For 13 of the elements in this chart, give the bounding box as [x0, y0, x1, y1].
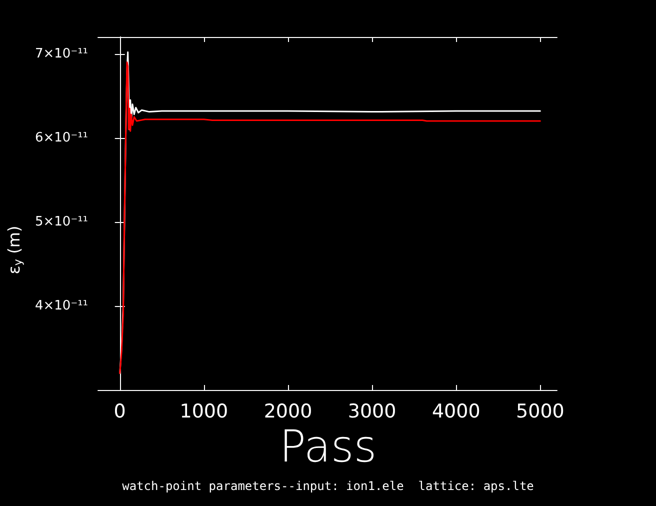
text: watch-point parameters--input: ion1.ele lattice: aps.lte: [122, 479, 534, 493]
y-tick-label: 5×10⁻¹¹: [35, 214, 88, 230]
y-axis-title: εy (m): [4, 226, 24, 274]
x-tick-label: 2000: [264, 400, 312, 422]
x-tick-label: 4000: [432, 400, 480, 422]
y-tick-label: 4×10⁻¹¹: [35, 298, 88, 314]
x-tick-label: 5000: [516, 400, 564, 422]
x-tick-label: 3000: [348, 400, 396, 422]
x-axis-title: Pass: [279, 422, 377, 472]
x-tick-label: 0: [114, 400, 126, 422]
y-tick-label: 6×10⁻¹¹: [35, 130, 88, 146]
x-tick-label: 1000: [180, 400, 228, 422]
y-tick-label: 7×10⁻¹¹: [35, 46, 88, 62]
